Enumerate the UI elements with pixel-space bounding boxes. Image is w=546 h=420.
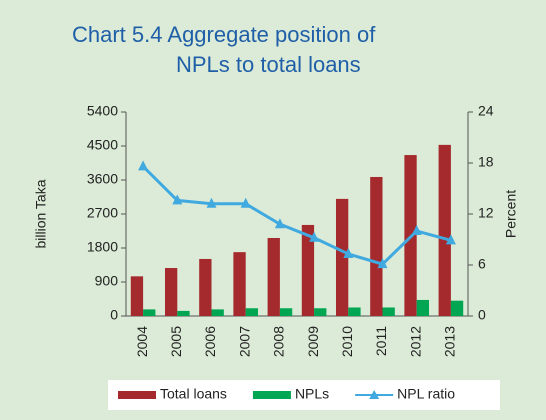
marker xyxy=(445,234,456,245)
legend-swatch xyxy=(118,391,156,399)
legend-label: NPL ratio xyxy=(397,386,455,402)
line xyxy=(142,165,452,266)
x-tick-label: 2005 xyxy=(168,326,184,357)
y2-axis-label: Percent xyxy=(503,190,519,238)
marker xyxy=(309,231,320,242)
y2-tick-label: 12 xyxy=(478,205,494,221)
marker xyxy=(206,197,217,208)
x-tick-label: 2006 xyxy=(202,326,218,357)
y2-tick-label: 6 xyxy=(478,256,486,272)
y-tick-label: 0 xyxy=(110,307,118,323)
x-tick-label: 2008 xyxy=(271,326,287,357)
bar xyxy=(348,307,361,316)
legend-marker xyxy=(369,390,380,399)
bar xyxy=(143,309,156,316)
x-tick-label: 2004 xyxy=(134,326,150,357)
bar xyxy=(211,309,224,316)
x-tick-label: 2012 xyxy=(407,326,423,357)
y2-tick-label: 24 xyxy=(478,103,494,119)
x-tick-label: 2009 xyxy=(305,326,321,357)
y-tick-label: 1800 xyxy=(87,239,118,255)
x-tick-label: 2007 xyxy=(236,326,252,357)
y-tick-label: 900 xyxy=(95,273,119,289)
y-tick-label: 5400 xyxy=(87,103,118,119)
legend-box xyxy=(108,380,500,410)
bar xyxy=(199,258,212,316)
bar xyxy=(450,300,464,316)
y2-tick-label: 18 xyxy=(478,154,494,170)
y-tick-label: 3600 xyxy=(87,171,118,187)
bar xyxy=(301,224,315,316)
bar xyxy=(335,198,349,316)
bar xyxy=(438,144,451,316)
bar xyxy=(245,308,259,316)
x-tick-label: 2011 xyxy=(373,326,389,356)
legend-label: Total loans xyxy=(160,386,227,402)
bar xyxy=(130,276,144,316)
marker xyxy=(240,197,251,208)
bar xyxy=(233,252,246,316)
chart-title: NPLs to total loans xyxy=(176,52,361,77)
y2-tick-label: 0 xyxy=(478,307,486,323)
bar xyxy=(279,308,293,316)
legend-label: NPLs xyxy=(295,386,329,402)
y-axis-label: billion Taka xyxy=(33,179,49,248)
x-tick-label: 2010 xyxy=(339,326,355,357)
bar xyxy=(370,176,383,316)
legend-swatch xyxy=(252,391,291,399)
marker xyxy=(343,247,354,258)
bar xyxy=(267,237,280,316)
bar xyxy=(416,299,430,316)
y-tick-label: 2700 xyxy=(87,205,118,221)
marker xyxy=(411,225,422,235)
x-tick-label: 2013 xyxy=(442,326,458,357)
bar xyxy=(314,308,327,316)
chart-title: Chart 5.4 Aggregate position of xyxy=(72,22,376,47)
marker xyxy=(138,160,149,171)
marker xyxy=(172,194,183,205)
marker xyxy=(274,218,285,229)
y-tick-label: 4500 xyxy=(87,137,118,153)
bar xyxy=(177,310,190,316)
marker xyxy=(377,258,388,269)
bar xyxy=(382,307,395,316)
bar xyxy=(164,268,178,316)
